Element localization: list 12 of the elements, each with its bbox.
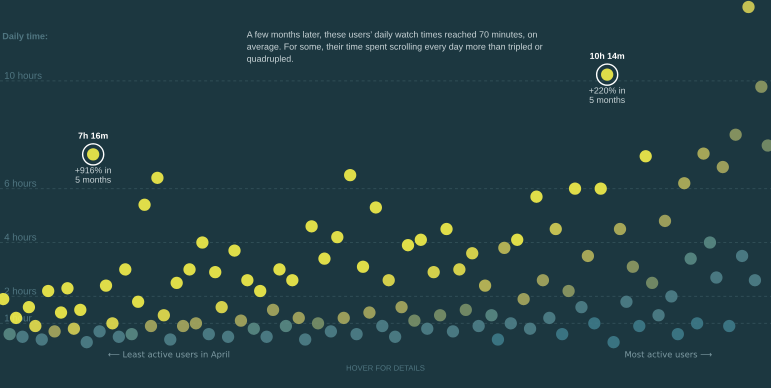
y-tick-label: 10 hours: [4, 72, 42, 79]
annotation: Most active users ⟶: [625, 350, 712, 358]
annotation: 10h 14m: [590, 52, 624, 60]
annotation: ⟵ Least active users in April: [108, 350, 230, 360]
annotation: 7h 16m: [78, 132, 108, 139]
annotation: A few months later, these users’ daily watch times reached 70 minutes, on average. For some, their time spent scrolling every day more than tripled or quadrupled.: [246, 31, 543, 64]
annotation: +916% in 5 months: [75, 166, 111, 183]
y-tick-label: 4 hours: [4, 233, 36, 241]
y-axis-title: Daily time:: [2, 32, 48, 42]
y-tick-label: 2 hours: [4, 287, 36, 294]
annotation: +220% in 5 months: [589, 87, 625, 103]
y-tick-label: 6 hours: [4, 180, 36, 187]
